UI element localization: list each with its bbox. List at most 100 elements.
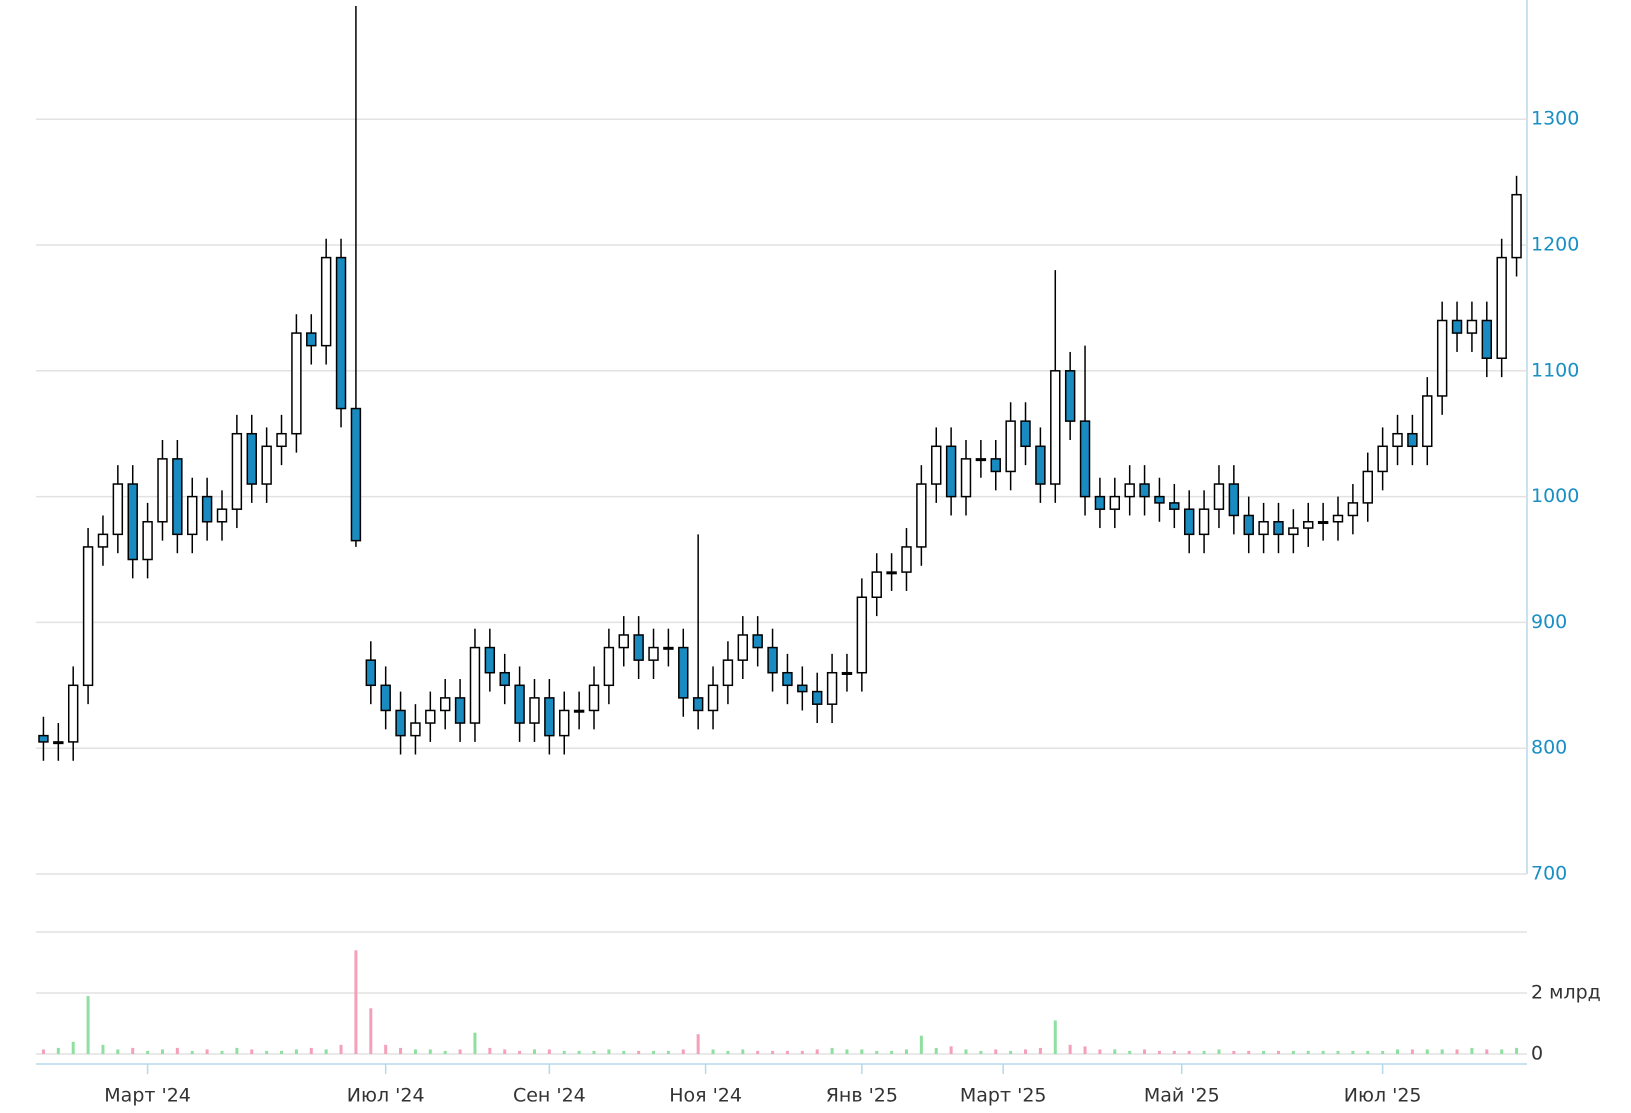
candle-body bbox=[499, 671, 510, 687]
volume-bar bbox=[532, 1049, 536, 1054]
candle-body bbox=[826, 671, 838, 705]
candle-body bbox=[514, 684, 525, 724]
volume-bar bbox=[562, 1050, 566, 1054]
candle-body bbox=[365, 659, 377, 687]
candle-body bbox=[261, 445, 272, 485]
candle-body bbox=[246, 432, 257, 485]
candle-body bbox=[38, 734, 49, 743]
x-tick-label: Март '24 bbox=[104, 1085, 191, 1107]
candle-body bbox=[1273, 521, 1284, 536]
volume-bar bbox=[1172, 1050, 1176, 1054]
candle-body bbox=[1050, 370, 1061, 485]
volume-bar bbox=[1202, 1050, 1206, 1054]
volume-bar bbox=[949, 1046, 953, 1054]
x-tick-label: Июл '25 bbox=[1344, 1085, 1422, 1107]
candle-body bbox=[1496, 256, 1507, 359]
candle-body bbox=[573, 709, 585, 713]
candle-body bbox=[469, 646, 481, 724]
volume-bar bbox=[800, 1050, 804, 1054]
candle-body bbox=[1511, 193, 1522, 259]
candle-body bbox=[529, 697, 540, 724]
volume-bar bbox=[919, 1035, 923, 1054]
volume-bar bbox=[235, 1047, 239, 1054]
candle-body bbox=[1451, 319, 1463, 334]
candle-body bbox=[1079, 420, 1091, 498]
y-tick-label: 1000 bbox=[1531, 485, 1579, 507]
candle-body bbox=[1377, 445, 1388, 473]
candle-body bbox=[767, 646, 778, 674]
candle-body bbox=[856, 596, 868, 674]
volume-bar bbox=[518, 1050, 522, 1054]
candle-body bbox=[678, 646, 689, 699]
candle-body bbox=[350, 407, 362, 542]
candle-body bbox=[811, 690, 823, 705]
volume-bar bbox=[458, 1049, 462, 1054]
x-tick-label: Янв '25 bbox=[826, 1085, 898, 1107]
candle-body bbox=[722, 659, 734, 687]
y-tick-label: 1300 bbox=[1531, 108, 1579, 130]
volume-bar bbox=[1262, 1050, 1266, 1054]
volume-bar bbox=[860, 1049, 864, 1054]
candle-body bbox=[395, 709, 406, 737]
volume-bar bbox=[1128, 1050, 1132, 1054]
candle-body bbox=[871, 571, 882, 598]
candle-body bbox=[291, 332, 302, 435]
volume-bar bbox=[785, 1050, 789, 1054]
volume-bar bbox=[443, 1050, 447, 1054]
candle-body bbox=[901, 546, 912, 573]
volume-bar bbox=[1336, 1050, 1340, 1054]
volume-bar bbox=[41, 1049, 45, 1054]
candle-body bbox=[737, 634, 749, 661]
volume-bar bbox=[652, 1050, 656, 1054]
candle-body bbox=[1198, 508, 1210, 536]
candle-body bbox=[1064, 370, 1076, 422]
volume-bar bbox=[190, 1050, 194, 1054]
volume-bar bbox=[1366, 1050, 1370, 1054]
volume-bar bbox=[428, 1049, 432, 1054]
volume-bar bbox=[1024, 1049, 1028, 1054]
candle-body bbox=[335, 256, 347, 410]
volume-bar bbox=[622, 1050, 626, 1054]
volume-bar bbox=[577, 1050, 581, 1054]
x-tick-label: Ноя '24 bbox=[669, 1085, 742, 1107]
volume-bar bbox=[637, 1050, 641, 1054]
volume-bar bbox=[384, 1044, 388, 1054]
volume-bar bbox=[71, 1041, 75, 1054]
volume-bar bbox=[1053, 1020, 1057, 1054]
candle-body bbox=[320, 256, 332, 347]
candle-body bbox=[692, 697, 704, 712]
y2-tick-label: 2 млрд bbox=[1531, 982, 1601, 1004]
candle-body bbox=[752, 634, 763, 649]
volume-bar bbox=[265, 1050, 269, 1054]
candle-body bbox=[1362, 470, 1373, 504]
volume-bar bbox=[101, 1044, 105, 1054]
candle-body bbox=[945, 445, 957, 498]
volume-bar bbox=[607, 1049, 611, 1054]
candle-body bbox=[1436, 319, 1448, 397]
candle-body bbox=[410, 722, 421, 737]
volume-bar bbox=[1455, 1049, 1459, 1054]
candle-body bbox=[886, 571, 897, 575]
volume-bar bbox=[815, 1049, 819, 1054]
candle-body bbox=[1303, 521, 1314, 529]
y-tick-label: 900 bbox=[1531, 611, 1567, 633]
candle-body bbox=[1422, 395, 1433, 448]
candle-body bbox=[82, 546, 94, 687]
candle-body bbox=[127, 483, 138, 561]
candle-body bbox=[484, 646, 496, 674]
candle-body bbox=[797, 684, 808, 693]
y-tick-label: 700 bbox=[1531, 863, 1567, 885]
candle-body bbox=[1347, 502, 1359, 517]
candle-body bbox=[648, 646, 659, 661]
volume-bar bbox=[1232, 1050, 1236, 1054]
candle-body bbox=[916, 483, 927, 548]
candle-body bbox=[53, 741, 64, 745]
volume-bar bbox=[146, 1050, 150, 1054]
volume-bar bbox=[741, 1049, 745, 1054]
candle-body bbox=[306, 332, 317, 347]
candle-body bbox=[1228, 483, 1240, 517]
candle-body bbox=[1392, 432, 1403, 448]
candle-body bbox=[1213, 483, 1225, 510]
volume-bar bbox=[964, 1049, 968, 1054]
y-tick-label: 1200 bbox=[1531, 234, 1579, 256]
